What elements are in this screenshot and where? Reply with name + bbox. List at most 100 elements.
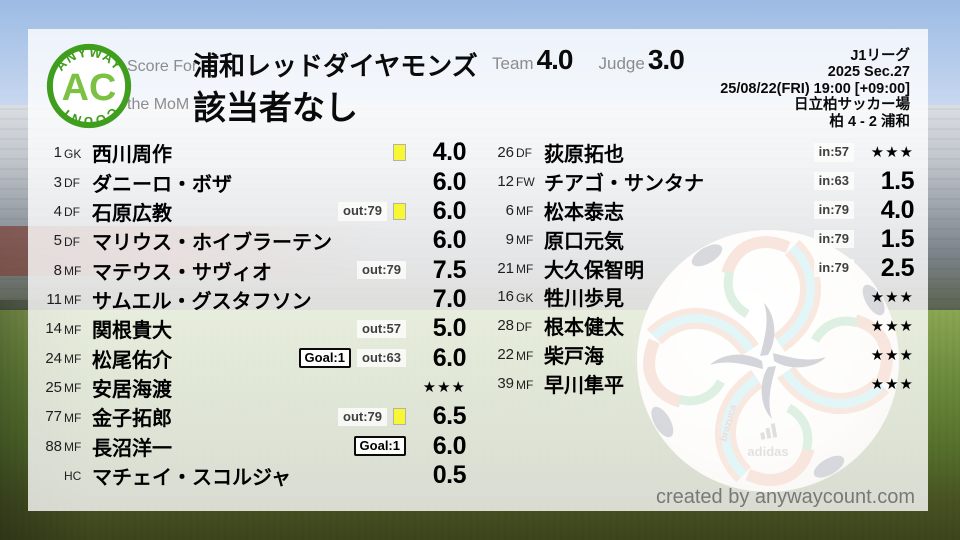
player-number: 28 [497,317,514,335]
player-number: 3 [53,173,62,191]
player-name: ダニーロ・ボザ [92,173,232,196]
player-name: 安居海渡 [92,378,172,401]
player-position: MF [64,410,82,425]
logo-ac-text: AC [62,67,117,109]
player-position: GK [516,290,534,305]
player-number: 26 [497,143,514,161]
lineup-player-row: 25 MF 安居海渡 ★★★ [28,373,466,402]
player-name: 柴戸海 [544,346,604,369]
sub-out-badge: out:57 [357,319,406,338]
substitutes-column: 26 DF 荻原拓也 in:57 ★★★ 12 FW チアゴ・サンタナ in:63 1.5 6 MF 松… [488,138,915,398]
player-score: ★★★ [870,144,914,162]
player-score: 6.0 [432,167,467,196]
lineup-player-row: 88 MF 長沼洋一 Goal:1 6.0 [28,431,466,460]
lineup-player-row: 3 DF ダニーロ・ボザ 6.0 [28,167,467,196]
player-number: 9 [505,230,514,248]
score-for-label: Score For [127,58,198,75]
player-score: 7.5 [432,255,467,284]
player-name: 根本健太 [544,317,624,340]
player-number: 5 [53,232,62,250]
lineup-player-row: 11 MF サムエル・グスタフソン 7.0 [28,285,466,314]
credit-text: created by anywaycount.com [655,486,915,508]
sub-in-badge: in:57 [813,143,854,162]
player-name: マリウス・ホイブラーテン [92,232,332,255]
lineup-player-row: 1 GK 西川周作 4.0 [28,138,467,167]
player-score: ★★★ [870,288,914,306]
sub-in-badge: in:79 [813,201,854,220]
league-name: J1リーグ [850,48,910,64]
player-position: DF [64,205,80,220]
player-number: 39 [497,375,514,393]
player-number: 22 [497,346,514,364]
sub-player-row: 9 MF 原口元気 in:79 1.5 [488,224,915,254]
goal-badge: Goal:1 [353,435,406,457]
player-number: 12 [497,172,514,190]
mom-label: the MoM [127,96,190,113]
player-name: チアゴ・サンタナ [544,172,704,195]
sub-player-row: 22 MF 柴戸海 ★★★ [488,340,914,369]
player-score: ★★★ [870,317,914,335]
team-score-value: 4.0 [536,44,574,75]
player-position: MF [64,381,82,396]
match-result: 柏 4 - 2 浦和 [829,113,910,130]
player-position: MF [64,440,82,455]
lineup-player-row: 14 MF 関根貴大 out:57 5.0 [28,314,466,343]
sub-player-row: 39 MF 早川隼平 ★★★ [488,369,914,398]
yellow-card-icon [393,144,406,162]
player-name: マチェイ・スコルジャ [92,466,291,489]
team-score-label: Team [492,54,534,73]
lineup-player-row: 8 MF マテウス・サヴィオ out:79 7.5 [28,255,467,284]
player-position: MF [516,348,534,363]
player-name: 松尾佑介 [92,349,172,372]
player-name: 松本泰志 [544,201,624,224]
player-position: MF [516,204,534,219]
player-number: 24 [45,349,62,367]
sub-in-badge: in:79 [813,258,854,278]
player-position: MF [64,264,82,279]
player-number: 77 [45,408,62,426]
player-position: MF [64,352,82,367]
player-number: 14 [45,320,62,338]
player-score: 1.5 [880,166,915,195]
sub-player-row: 28 DF 根本健太 ★★★ [488,311,914,340]
sub-out-badge: out:63 [357,348,406,368]
starting-lineup-column: 1 GK 西川周作 4.0 3 DF ダニーロ・ボザ 6.0 4 DF 石原広教 out:79 6.0 5… [28,138,466,490]
player-score: ★★★ [870,346,914,364]
player-position: HC [64,469,82,484]
player-position: MF [516,233,534,248]
player-number: 25 [45,378,62,396]
player-position: GK [64,146,82,161]
lineup-player-row: 24 MF 松尾佑介 Goal:1 out:63 6.0 [28,343,466,372]
player-number: 88 [45,437,62,455]
anywaycount-logo: ANYWAY COUNT AC [46,43,132,129]
judge-score-label: Judge [598,54,645,73]
player-name: 西川周作 [92,144,172,167]
player-score: 1.5 [880,224,915,253]
judge-score-value: 3.0 [647,44,685,75]
player-name: マテウス・サヴィオ [92,261,272,284]
player-score: 2.5 [880,253,915,282]
player-position: MF [64,293,82,308]
player-score: ★★★ [870,375,914,393]
sub-in-badge: in:63 [813,172,854,191]
player-name: 石原広教 [92,202,172,225]
player-score: 6.0 [432,431,467,460]
player-name: 早川隼平 [544,375,624,398]
goal-badge: Goal:1 [298,347,351,369]
player-position: DF [516,146,532,161]
sub-player-row: 6 MF 松本泰志 in:79 4.0 [488,196,915,225]
player-position: MF [516,262,534,276]
match-info-block: J1リーグ 2025 Sec.27 25/08/22(FRI) 19:00 [+… [720,48,910,130]
translucent-panel [28,29,928,511]
player-score: ★★★ [422,379,466,397]
player-name: サムエル・グスタフソン [92,290,312,313]
match-datetime: 25/08/22(FRI) 19:00 [+09:00] [720,80,910,97]
player-number: 21 [497,259,514,277]
sub-out-badge: out:79 [338,202,387,221]
player-position: FW [516,175,535,190]
sub-player-row: 12 FW チアゴ・サンタナ in:63 1.5 [488,167,914,196]
player-position: DF [64,234,80,249]
player-number: 16 [497,288,514,306]
player-position: MF [516,377,534,392]
